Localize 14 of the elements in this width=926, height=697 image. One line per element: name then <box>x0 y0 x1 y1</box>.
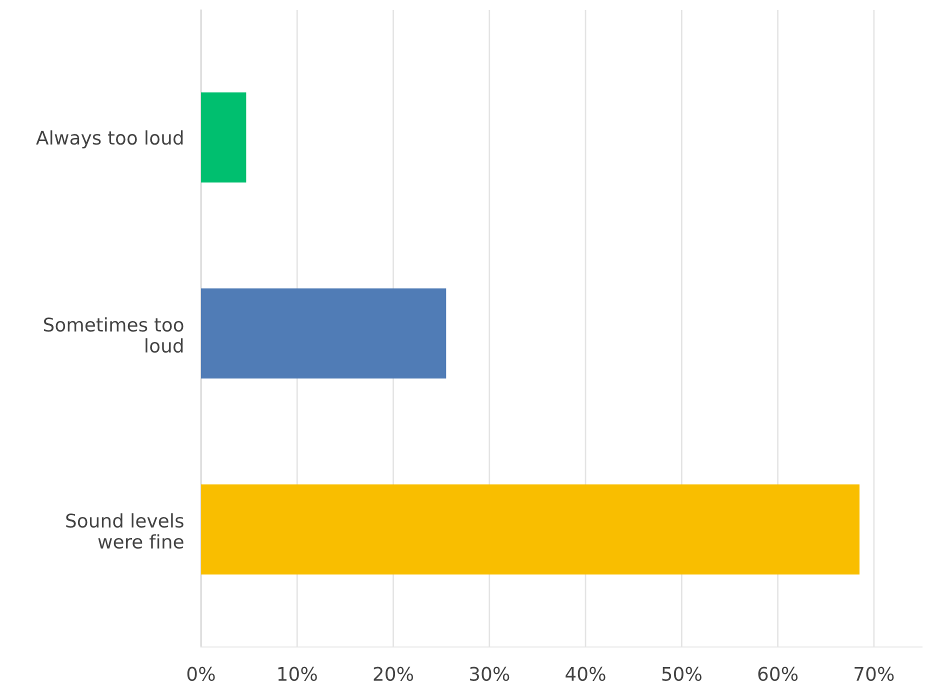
y-tick-label: Sound levels were fine <box>66 513 184 549</box>
bar <box>201 288 446 378</box>
x-tick-label: 40% <box>566 666 606 681</box>
x-tick-label: 50% <box>662 666 702 681</box>
x-tick-label: 10% <box>278 666 317 681</box>
x-tick-label: 70% <box>854 666 894 681</box>
x-tick-label: 20% <box>374 666 414 681</box>
x-tick-label: 0% <box>187 666 215 681</box>
x-tick-label: 30% <box>470 666 510 681</box>
bar <box>201 92 246 182</box>
y-tick-label: Always too loud <box>36 130 183 148</box>
x-tick-label: 60% <box>758 666 798 681</box>
y-tick-label: Sometimes too loud <box>44 317 184 353</box>
bar <box>201 484 860 574</box>
